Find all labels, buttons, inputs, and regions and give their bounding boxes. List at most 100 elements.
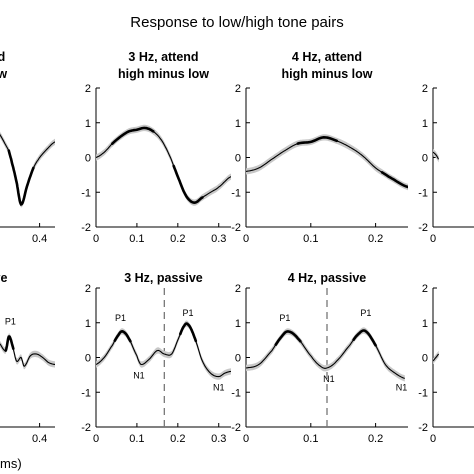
significant-segment: [380, 171, 408, 189]
y-tick-label: -2: [81, 222, 91, 234]
significant-segment: [7, 149, 35, 206]
y-tick-label: 1: [235, 318, 241, 330]
confidence-band: [433, 149, 439, 163]
peak-label: N1: [396, 383, 408, 393]
y-tick-label: 1: [422, 118, 428, 130]
y-tick-label: 0: [85, 353, 91, 365]
y-tick-label: -2: [231, 422, 241, 434]
panel-title-line: high minus low: [118, 67, 209, 81]
response-trace: [96, 323, 231, 378]
y-tick-label: 2: [235, 283, 241, 295]
x-tick-label: 0.2: [170, 433, 185, 445]
y-tick-label: -1: [231, 387, 241, 399]
x-tick-label: 0: [93, 233, 99, 245]
plot-area: [96, 124, 231, 206]
significant-segment: [274, 330, 302, 346]
x-tick-label: 0: [93, 433, 99, 445]
plot-area: [433, 149, 440, 163]
panel-p21: 0.4 passive P1: [0, 271, 55, 445]
y-tick-label: 2: [85, 83, 91, 95]
significant-segment: [172, 164, 204, 205]
y-tick-label: -1: [81, 187, 91, 199]
plot-area: [246, 288, 405, 427]
x-tick-label: 0.4: [32, 433, 47, 445]
panel-p11: 0.4 attend minus low: [0, 50, 55, 245]
peak-label: P1: [5, 316, 16, 326]
x-tick-label: 0: [243, 233, 249, 245]
response-trace: [0, 335, 55, 367]
y-tick-label: -2: [418, 422, 428, 434]
confidence-band: [96, 320, 231, 380]
significant-segment: [4, 335, 15, 352]
y-tick-label: -1: [231, 187, 241, 199]
response-trace: [433, 353, 440, 362]
x-tick-label: 0.1: [303, 433, 318, 445]
y-tick-label: 1: [85, 318, 91, 330]
panel-title-line: 3 Hz, attend: [128, 50, 198, 64]
y-tick-label: 0: [422, 153, 428, 165]
plot-area: [433, 350, 440, 365]
x-tick-label: 0.1: [303, 233, 318, 245]
y-tick-label: 0: [85, 153, 91, 165]
significant-segment: [111, 126, 155, 145]
y-tick-label: -2: [418, 222, 428, 234]
plot-area: [96, 288, 231, 427]
x-tick-label: 0.4: [32, 233, 47, 245]
y-tick-label: 0: [235, 353, 241, 365]
x-tick-label: 0.3: [211, 233, 226, 245]
x-tick-label: 0.1: [129, 233, 144, 245]
panel-title-line: attend: [0, 50, 5, 64]
y-tick-label: 0: [235, 153, 241, 165]
plot-area: [246, 134, 408, 191]
x-tick-label: 0.2: [368, 233, 383, 245]
x-tick-label: 0.1: [129, 433, 144, 445]
y-tick-label: 0: [422, 353, 428, 365]
y-tick-label: -1: [81, 387, 91, 399]
peak-label: P1: [115, 313, 126, 323]
y-tick-label: 2: [422, 83, 428, 95]
x-tick-label: 0.2: [368, 433, 383, 445]
peak-label: P1: [360, 308, 371, 318]
peak-label: N1: [133, 370, 145, 380]
panel-title-line: high minus low: [282, 67, 373, 81]
y-tick-label: 1: [422, 318, 428, 330]
significant-segment: [113, 329, 132, 343]
panel-title-line: 4 Hz, attend: [292, 50, 362, 64]
y-tick-label: -1: [418, 187, 428, 199]
plot-area: [0, 333, 55, 370]
panel-title-line: 4 Hz, passive: [288, 271, 367, 285]
panel-title-line: minus low: [0, 67, 7, 81]
panel-p24: 210-1-20: [418, 283, 474, 445]
peak-label: N1: [213, 383, 225, 393]
peak-label: N1: [323, 374, 335, 384]
y-tick-label: 2: [85, 283, 91, 295]
peak-label: P1: [183, 308, 194, 318]
y-tick-label: -2: [231, 222, 241, 234]
plot-area: [0, 131, 55, 208]
panel-title-line: 3 Hz, passive: [124, 271, 203, 285]
y-tick-label: 2: [235, 83, 241, 95]
panel-title-line: passive: [0, 271, 7, 285]
x-axis-label-fragment: ms): [0, 456, 22, 471]
significant-segment: [352, 329, 377, 347]
y-tick-label: -1: [418, 387, 428, 399]
confidence-band: [246, 134, 408, 191]
confidence-band: [96, 124, 231, 206]
panel-p14: 210-1-20h: [418, 83, 474, 245]
y-tick-label: 1: [85, 118, 91, 130]
y-tick-label: 2: [422, 283, 428, 295]
confidence-band: [246, 327, 405, 382]
peak-label: P1: [279, 313, 290, 323]
figure-title: Response to low/high tone pairs: [130, 14, 343, 31]
y-tick-label: -2: [81, 422, 91, 434]
x-tick-label: 0: [243, 433, 249, 445]
x-tick-label: 0.2: [170, 233, 185, 245]
x-tick-label: 0.3: [211, 433, 226, 445]
y-tick-label: 1: [235, 118, 241, 130]
significant-segment: [296, 135, 339, 145]
